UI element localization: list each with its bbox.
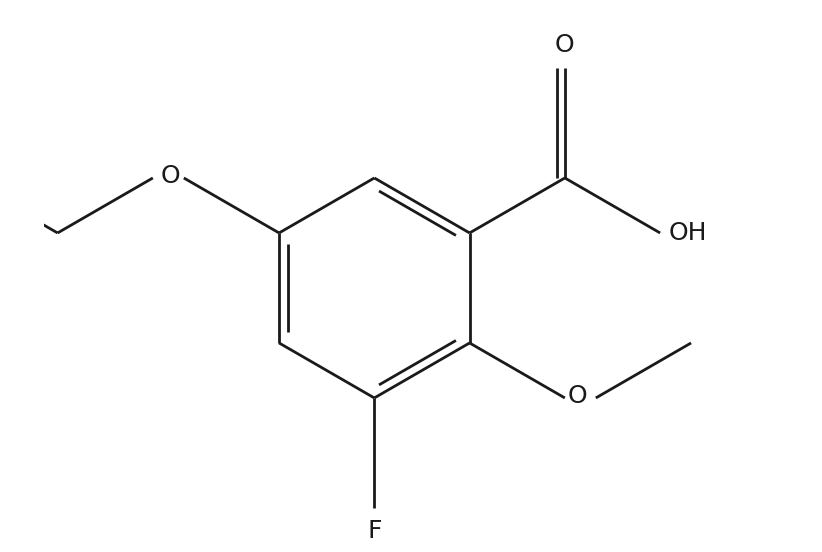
Text: O: O bbox=[568, 384, 588, 408]
Text: F: F bbox=[367, 518, 381, 543]
Text: O: O bbox=[555, 33, 575, 57]
Text: OH: OH bbox=[668, 221, 707, 245]
Text: O: O bbox=[161, 164, 181, 188]
